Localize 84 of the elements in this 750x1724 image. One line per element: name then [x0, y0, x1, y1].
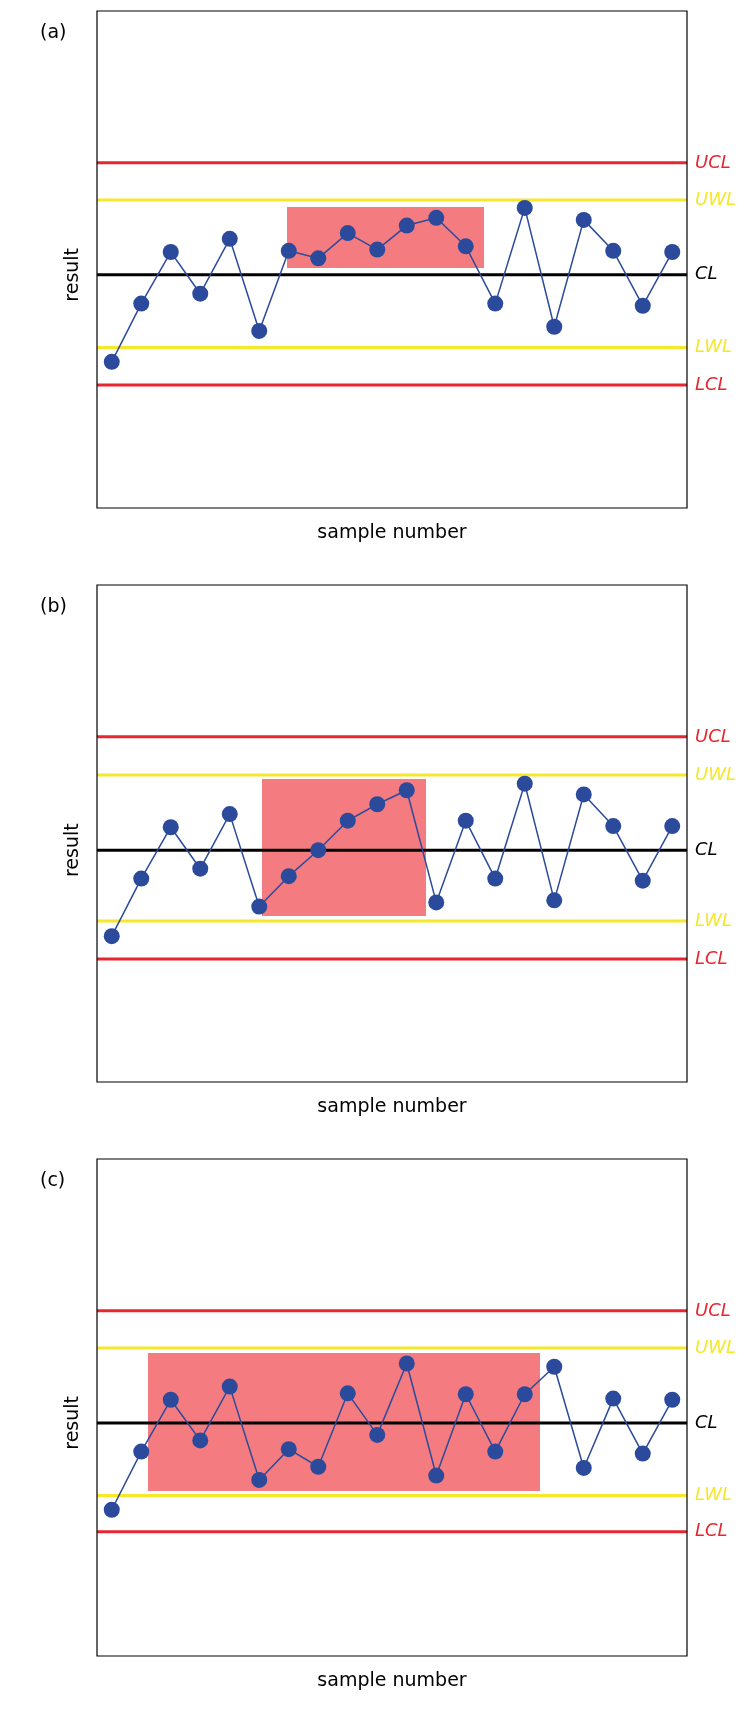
point — [516, 775, 533, 792]
ref-line-label: LWL — [695, 335, 733, 357]
point — [546, 1358, 563, 1375]
ref-line-label: LWL — [695, 908, 733, 930]
point — [221, 230, 238, 247]
x-axis-title: sample number — [317, 1093, 467, 1116]
point — [664, 244, 681, 260]
ref-line-label: LCL — [695, 372, 728, 394]
ref-line-label: CL — [695, 1410, 718, 1432]
point — [192, 285, 209, 302]
point — [457, 812, 474, 829]
point — [192, 860, 209, 877]
point — [251, 322, 268, 339]
ref-line-label: UWL — [695, 1335, 737, 1357]
point — [162, 1391, 179, 1408]
point — [251, 1471, 268, 1488]
point — [280, 868, 297, 885]
point — [457, 1386, 474, 1403]
ref-line-label: CL — [695, 262, 718, 284]
point — [487, 295, 504, 312]
point — [575, 211, 592, 228]
point — [634, 1445, 651, 1462]
point — [634, 872, 651, 889]
point — [310, 250, 327, 267]
ref-line-label: UWL — [695, 187, 737, 209]
ref-line-label: LWL — [695, 1483, 733, 1505]
point — [428, 209, 445, 226]
point — [133, 870, 150, 887]
point — [398, 217, 415, 234]
point — [280, 1441, 297, 1458]
point — [251, 898, 268, 915]
x-axis-title: sample number — [317, 519, 467, 542]
point — [310, 842, 327, 859]
point — [398, 1355, 415, 1372]
ref-line-label: UCL — [695, 1298, 731, 1320]
point — [103, 1501, 120, 1518]
point — [546, 318, 563, 335]
point — [664, 818, 681, 835]
point — [280, 242, 297, 259]
point — [369, 1426, 386, 1443]
point — [339, 225, 356, 242]
ref-line-label: UWL — [695, 762, 737, 784]
point — [133, 1443, 150, 1460]
y-axis-title: result — [59, 247, 82, 302]
point — [605, 242, 622, 259]
point — [103, 353, 120, 370]
point — [310, 1458, 327, 1475]
point — [428, 1467, 445, 1484]
point — [516, 199, 533, 216]
point — [339, 1385, 356, 1402]
point — [162, 244, 179, 260]
point — [398, 782, 415, 799]
point — [575, 1459, 592, 1476]
point — [546, 892, 563, 909]
point — [221, 1378, 238, 1395]
point — [369, 796, 386, 813]
point — [664, 1391, 681, 1408]
y-axis-title: result — [59, 823, 82, 878]
x-axis-title: sample number — [317, 1667, 467, 1690]
point — [487, 870, 504, 887]
point — [103, 928, 120, 945]
y-axis-title: result — [59, 1396, 82, 1450]
point — [516, 1386, 533, 1403]
chart-title: (a) — [40, 19, 67, 42]
point — [634, 297, 651, 314]
ref-line-label: CL — [695, 837, 718, 859]
chart-title: (b) — [40, 593, 67, 616]
chart-title: (c) — [40, 1167, 66, 1190]
ref-line-label: LCL — [695, 1519, 728, 1541]
point — [457, 238, 474, 255]
ref-line-label: UCL — [695, 724, 731, 746]
point — [428, 894, 445, 911]
point — [575, 786, 592, 803]
point — [369, 241, 386, 258]
point — [605, 818, 622, 835]
ref-line-label: LCL — [695, 946, 728, 968]
point — [192, 1432, 209, 1449]
point — [487, 1443, 504, 1460]
ref-line-label: UCL — [695, 150, 731, 172]
point — [221, 806, 238, 823]
point — [133, 295, 150, 312]
point — [605, 1390, 622, 1407]
point — [339, 812, 356, 829]
point — [162, 819, 179, 836]
